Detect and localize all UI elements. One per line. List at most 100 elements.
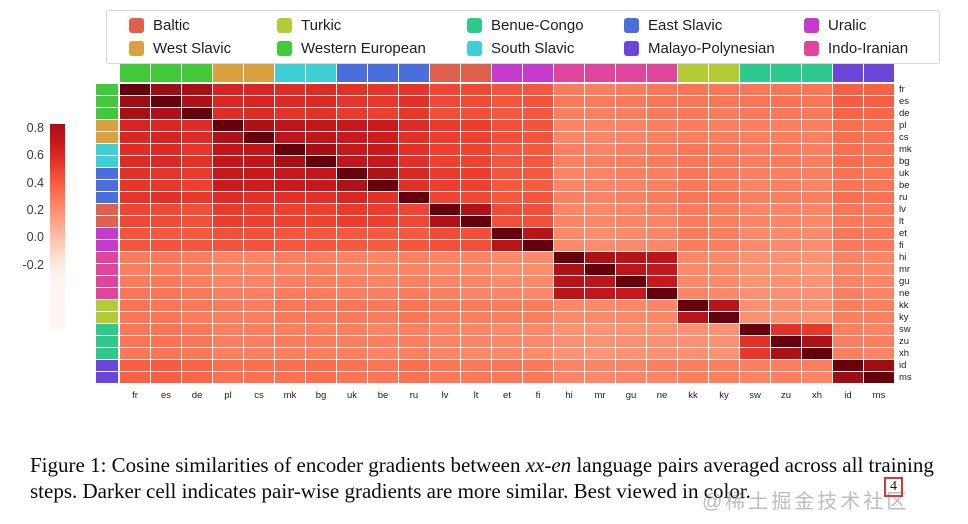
heatmap-cell-lv-id (833, 204, 863, 215)
heatmap-cell-de-xh (802, 108, 832, 119)
row-label-bg: bg (899, 156, 912, 168)
colorbar-tick-0.2: 0.2 (4, 203, 44, 217)
row-label-pl: pl (899, 120, 912, 132)
heatmap-cell-fr-id (833, 84, 863, 95)
heatmap-cell-mk-ms (864, 144, 894, 155)
heatmap-cell-be-sw (740, 180, 770, 191)
heatmap-cell-ne-et (492, 288, 522, 299)
heatmap-cell-es-pl (213, 96, 243, 107)
heatmap-cell-fi-xh (802, 240, 832, 251)
heatmap-cell-es-be (368, 96, 398, 107)
heatmap-cell-fi-sw (740, 240, 770, 251)
col-label-bg: bg (306, 390, 336, 401)
heatmap-cell-de-ru (399, 108, 429, 119)
heatmap-cell-mk-be (368, 144, 398, 155)
heatmap-cell-ms-zu (771, 372, 801, 383)
heatmap-cell-gu-lv (430, 276, 460, 287)
heatmap-cell-sw-xh (802, 324, 832, 335)
col-label-mr: mr (585, 390, 615, 401)
heatmap-cell-ru-pl (213, 192, 243, 203)
heatmap-cell-fi-et (492, 240, 522, 251)
heatmap-cell-uk-uk (337, 168, 367, 179)
heatmap-cell-hi-de (182, 252, 212, 263)
heatmap-cell-kk-ms (864, 300, 894, 311)
heatmap-cell-cs-mr (585, 132, 615, 143)
heatmap-cell-ky-ky (709, 312, 739, 323)
heatmap-cell-fr-ru (399, 84, 429, 95)
heatmap-cell-lv-cs (244, 204, 274, 215)
heatmap-cell-ms-ne (647, 372, 677, 383)
heatmap-cell-lt-xh (802, 216, 832, 227)
heatmap-cell-lt-uk (337, 216, 367, 227)
heatmap-cell-uk-lv (430, 168, 460, 179)
top-strip-cell-zu (771, 64, 801, 82)
heatmap-cell-hi-cs (244, 252, 274, 263)
heatmap-cell-be-hi (554, 180, 584, 191)
heatmap-cell-de-hi (554, 108, 584, 119)
top-strip-cell-pl (213, 64, 243, 82)
heatmap-cell-ms-fi (523, 372, 553, 383)
heatmap-cell-kk-ru (399, 300, 429, 311)
heatmap-cell-ru-xh (802, 192, 832, 203)
heatmap-cell-be-be (368, 180, 398, 191)
heatmap-cell-fi-uk (337, 240, 367, 251)
colorbar-tick--0.2: -0.2 (4, 258, 44, 272)
left-strip-cell-fr (96, 84, 118, 95)
legend-label: East Slavic (648, 17, 722, 34)
heatmap-cell-hi-xh (802, 252, 832, 263)
heatmap-cell-cs-lt (461, 132, 491, 143)
heatmap-cell-et-bg (306, 228, 336, 239)
heatmap-cell-mr-ms (864, 264, 894, 275)
heatmap-cell-be-de (182, 180, 212, 191)
heatmap-cell-et-kk (678, 228, 708, 239)
top-strip-cell-mk (275, 64, 305, 82)
heatmap-cell-cs-fi (523, 132, 553, 143)
heatmap-cell-zu-de (182, 336, 212, 347)
heatmap-cell-pl-zu (771, 120, 801, 131)
heatmap-cell-lv-pl (213, 204, 243, 215)
heatmap-cell-ms-be (368, 372, 398, 383)
page-number-box[interactable]: 4 (884, 477, 903, 497)
heatmap-cell-uk-pl (213, 168, 243, 179)
top-strip-cell-mr (585, 64, 615, 82)
heatmap-cell-ne-ne (647, 288, 677, 299)
legend-label: Malayo-Polynesian (648, 40, 775, 57)
heatmap-cell-hi-lt (461, 252, 491, 263)
heatmap-cell-gu-ms (864, 276, 894, 287)
heatmap-cell-ms-id (833, 372, 863, 383)
heatmap-cell-de-fr (120, 108, 150, 119)
legend-item-east-slavic: East Slavic (624, 17, 804, 34)
heatmap-cell-ms-ru (399, 372, 429, 383)
heatmap-cell-mk-xh (802, 144, 832, 155)
heatmap-cell-xh-gu (616, 348, 646, 359)
heatmap-cell-zu-ky (709, 336, 739, 347)
left-strip-cell-ne (96, 288, 118, 299)
heatmap-cell-gu-de (182, 276, 212, 287)
heatmap-cell-et-de (182, 228, 212, 239)
heatmap-cell-id-hi (554, 360, 584, 371)
heatmap-cell-bg-ru (399, 156, 429, 167)
heatmap-cell-xh-pl (213, 348, 243, 359)
heatmap-cell-ne-xh (802, 288, 832, 299)
heatmap-cell-ky-pl (213, 312, 243, 323)
heatmap-cell-be-lv (430, 180, 460, 191)
heatmap-cell-cs-uk (337, 132, 367, 143)
heatmap-cell-ms-hi (554, 372, 584, 383)
heatmap-cell-zu-bg (306, 336, 336, 347)
heatmap-cell-hi-kk (678, 252, 708, 263)
heatmap-cell-be-cs (244, 180, 274, 191)
heatmap-cell-mk-cs (244, 144, 274, 155)
heatmap-cell-ms-mk (275, 372, 305, 383)
heatmap-cell-sw-zu (771, 324, 801, 335)
top-strip-cell-bg (306, 64, 336, 82)
heatmap-cell-bg-ne (647, 156, 677, 167)
heatmap-cell-hi-fi (523, 252, 553, 263)
left-strip-cell-gu (96, 276, 118, 287)
left-strip-cell-be (96, 180, 118, 191)
heatmap-cell-lt-bg (306, 216, 336, 227)
heatmap-cell-cs-pl (213, 132, 243, 143)
heatmap-cell-sw-sw (740, 324, 770, 335)
heatmap-cell-pl-bg (306, 120, 336, 131)
heatmap-cell-xh-ms (864, 348, 894, 359)
heatmap-cell-mr-hi (554, 264, 584, 275)
